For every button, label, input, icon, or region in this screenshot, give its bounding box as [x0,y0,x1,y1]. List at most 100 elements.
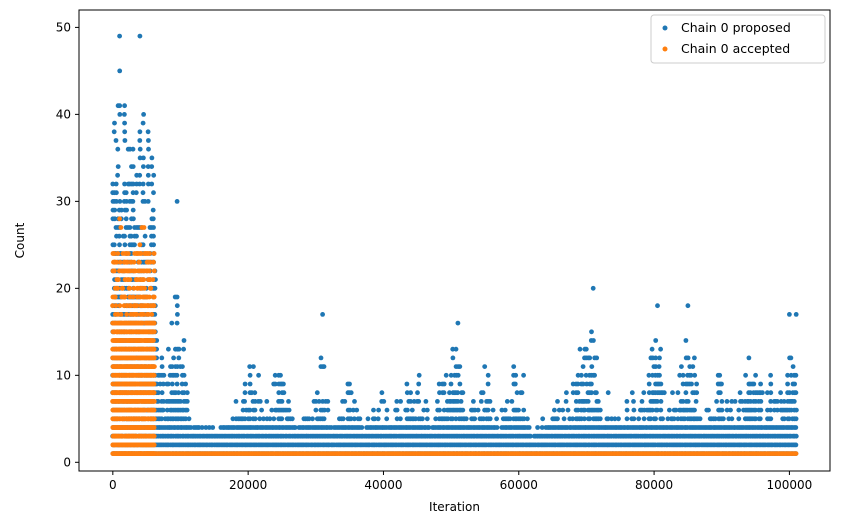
proposed-point [521,416,527,422]
accepted-point [151,268,157,274]
proposed-point [594,355,600,361]
proposed-point [267,416,273,422]
accepted-point [146,294,152,300]
proposed-point [450,416,455,422]
accepted-point [151,390,157,396]
proposed-point [150,216,156,222]
accepted-point [151,251,157,256]
proposed-point [528,433,533,439]
proposed-point [597,407,603,413]
accepted-point [141,277,147,282]
proposed-point [371,407,376,413]
proposed-point [174,320,180,326]
proposed-outlier-point [117,33,122,39]
proposed-point [736,416,742,422]
proposed-point [348,416,354,422]
proposed-point [555,416,560,422]
proposed-point [719,399,725,404]
proposed-point [519,390,525,396]
proposed-point [453,346,459,352]
proposed-point [186,416,192,422]
proposed-point [673,407,679,413]
proposed-point [460,390,466,396]
proposed-outlier-point [655,303,660,309]
proposed-point [350,407,356,413]
proposed-point [654,407,660,413]
proposed-point [181,346,187,352]
accepted-point [144,251,150,256]
proposed-point [778,390,783,396]
proposed-point [124,207,129,213]
proposed-point [597,416,603,422]
proposed-point [582,407,588,413]
proposed-point [605,416,611,422]
proposed-point [122,129,128,135]
proposed-point [174,294,180,300]
proposed-point [455,399,461,404]
accepted-point [125,277,131,282]
proposed-point [487,399,493,404]
accepted-point [152,329,157,335]
proposed-point [648,416,653,422]
proposed-point [183,381,189,387]
y-tick-label: 10 [56,368,71,382]
proposed-point [646,381,652,387]
proposed-point [785,381,790,387]
proposed-point [758,399,764,404]
proposed-point [793,433,799,439]
accepted-point [151,425,157,430]
proposed-point [252,416,258,422]
proposed-point [792,381,797,387]
proposed-point [178,399,183,404]
proposed-point [667,407,672,413]
accepted-point [151,259,156,265]
proposed-point [494,416,499,422]
proposed-point [111,242,117,248]
accepted-point [118,312,124,317]
proposed-point [151,190,156,196]
proposed-point [556,407,562,413]
proposed-point [575,381,581,387]
proposed-point [447,390,452,396]
accepted-point [151,407,157,413]
proposed-point [641,390,647,396]
proposed-point [649,346,655,352]
proposed-point [712,416,718,422]
proposed-point [111,129,117,135]
accepted-point [137,259,142,265]
proposed-point [760,390,765,396]
accepted-point [124,312,130,317]
proposed-point [714,399,719,404]
proposed-point [423,399,429,404]
proposed-point [242,416,248,422]
proposed-point [379,390,385,396]
proposed-point [661,390,667,396]
proposed-point [582,416,587,422]
accepted-point [115,251,121,256]
proposed-point [122,103,127,109]
accepted-point [116,277,121,282]
proposed-point [113,138,119,143]
proposed-point [122,242,128,248]
proposed-point [639,399,645,404]
proposed-point [342,399,348,404]
proposed-point [426,425,432,430]
proposed-point [279,399,285,404]
proposed-point [375,416,381,422]
proposed-point [753,372,758,378]
proposed-point [176,355,182,361]
proposed-point [660,416,665,422]
proposed-outlier-point [793,312,799,317]
proposed-point [521,372,526,378]
proposed-point [394,416,400,422]
x-tick-label: 80000 [635,478,673,492]
proposed-point [560,407,566,413]
accepted-point [134,303,140,309]
proposed-point [768,381,774,387]
proposed-point [310,416,315,422]
x-tick-label: 100000 [766,478,812,492]
proposed-point [694,381,699,387]
proposed-point [719,407,725,413]
proposed-point [325,399,331,404]
proposed-point [128,233,134,239]
